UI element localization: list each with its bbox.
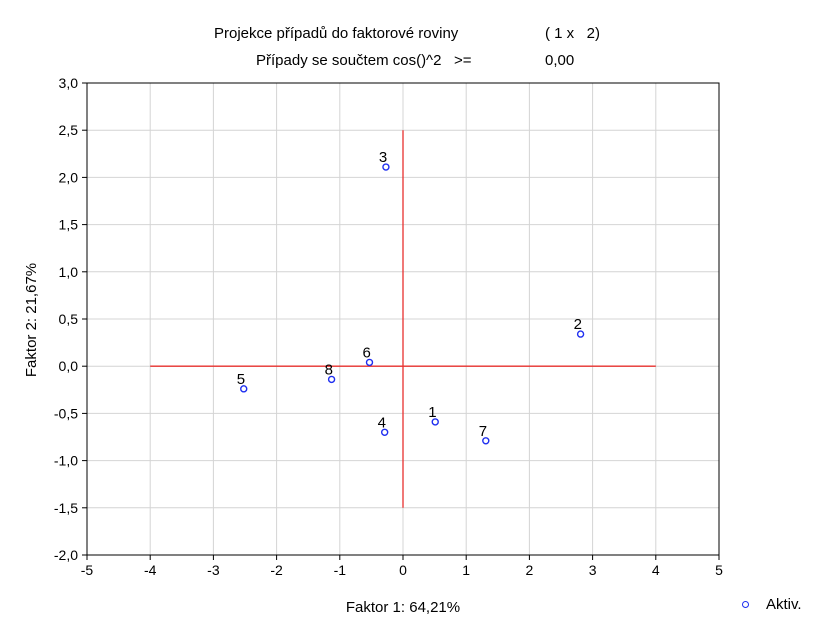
x-tick-label: -4 — [144, 562, 157, 578]
y-tick-label: 0,0 — [59, 358, 79, 374]
y-tick-label: 2,5 — [59, 122, 79, 138]
legend-marker-icon — [742, 601, 749, 608]
x-tick-label: 5 — [715, 562, 723, 578]
x-tick-label: -1 — [334, 562, 347, 578]
data-point-label: 4 — [378, 414, 386, 431]
y-tick-label: 2,0 — [59, 169, 79, 185]
x-tick-label: 1 — [462, 562, 470, 578]
x-axis-title: Faktor 1: 64,21% — [346, 599, 460, 616]
y-tick-label: 1,0 — [59, 264, 79, 280]
y-tick-label: 3,0 — [59, 75, 79, 91]
x-tick-label: 4 — [652, 562, 660, 578]
y-tick-label: -1,0 — [54, 453, 78, 469]
data-point-label: 2 — [574, 316, 582, 333]
data-point — [240, 385, 248, 393]
chart-title-line2-right: 0,00 — [545, 52, 575, 69]
x-tick-label: 3 — [589, 562, 597, 578]
data-point-label: 1 — [428, 404, 436, 421]
legend: Aktiv. — [742, 596, 802, 613]
y-tick-label: 1,5 — [59, 217, 79, 233]
y-tick-label: -2,0 — [54, 547, 78, 563]
reference-lines — [150, 130, 656, 508]
y-tick-label: -0,5 — [54, 405, 78, 421]
y-axis-title: Faktor 2: 21,67% — [23, 263, 40, 377]
y-tick-label: 0,5 — [59, 311, 79, 327]
data-point-label: 5 — [237, 371, 245, 388]
x-tick-label: 0 — [399, 562, 407, 578]
data-point-label: 6 — [363, 344, 371, 361]
data-point — [327, 375, 336, 384]
x-tick-label: -3 — [207, 562, 220, 578]
data-point — [380, 428, 389, 436]
y-tick-label: -1,5 — [54, 500, 78, 516]
data-point-label: 7 — [479, 423, 487, 440]
data-point — [576, 330, 585, 338]
data-point — [365, 358, 374, 367]
x-tick-label: -2 — [270, 562, 283, 578]
data-point-label: 8 — [325, 361, 333, 378]
chart-title-line1-left: Projekce případů do faktorové roviny — [214, 25, 459, 42]
axis-ticks: -5 -4 -3 -2 -1 0 1 2 3 4 5 -2,0 -1,5 -1,0 -0,5 0,0 0,5 1,… — [54, 75, 723, 578]
data-point — [382, 163, 390, 171]
legend-label: Aktiv. — [766, 596, 802, 613]
chart-title-line1-right: ( 1 x 2) — [545, 25, 601, 42]
data-point-label: 3 — [379, 149, 387, 166]
data-point — [482, 437, 490, 445]
x-tick-label: -5 — [81, 562, 94, 578]
data-point — [431, 418, 439, 426]
data-points: 1 2 3 4 5 6 7 8 — [237, 149, 585, 445]
chart-title-line2-left: Případy se součtem cos()^2 >= — [256, 52, 472, 69]
x-tick-label: 2 — [526, 562, 534, 578]
